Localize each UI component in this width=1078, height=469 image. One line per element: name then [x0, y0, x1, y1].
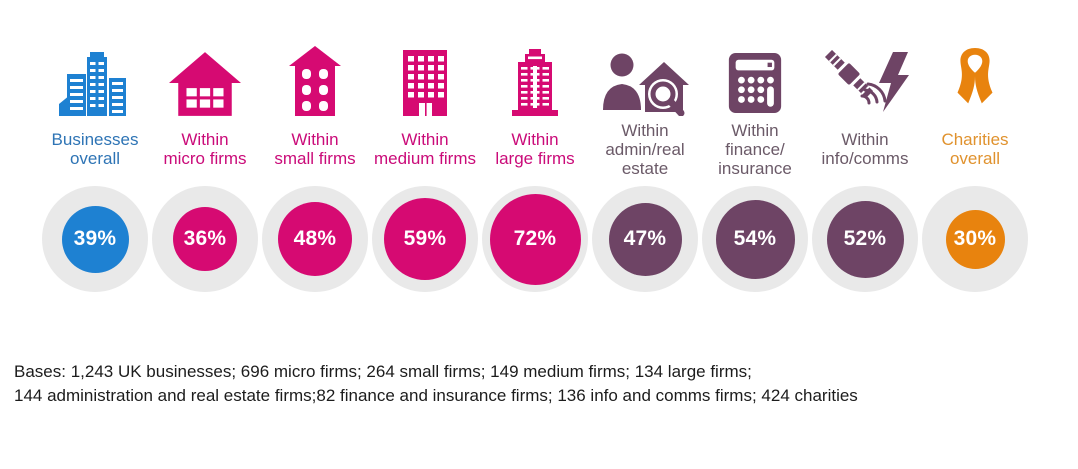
category-label: Within admin/real estate [605, 120, 685, 178]
percentage-value: 36% [183, 227, 227, 250]
percentage-circle: 39% [42, 186, 148, 292]
percentage-bubble: 59% [384, 198, 466, 280]
satellite-bolt-icon [819, 42, 911, 116]
category-column-micro-firms: Within micro firms 36% [150, 42, 260, 292]
calculator-icon [725, 42, 785, 116]
category-label: Within micro firms [163, 130, 247, 168]
category-column-finance-insurance: Within finance/ insurance 54% [700, 42, 810, 292]
percentage-circle: 59% [372, 186, 478, 292]
skyscraper-icon [506, 42, 564, 116]
percentage-circle: 72% [482, 186, 588, 292]
percentage-bubble: 52% [826, 200, 904, 278]
percentage-value: 48% [293, 227, 337, 250]
percentage-circle: 47% [592, 186, 698, 292]
percentage-value: 54% [733, 227, 777, 250]
percentage-bubble: 30% [945, 209, 1005, 269]
category-row: Businesses overall 39% Within micr [40, 42, 1030, 292]
awareness-ribbon-icon [952, 42, 998, 116]
category-column-charities-overall: Charities overall 30% [920, 42, 1030, 292]
percentage-bubble: 39% [61, 205, 129, 273]
category-column-small-firms: Within small firms 48% [260, 42, 370, 292]
percentage-value: 30% [953, 227, 997, 250]
percentage-value: 39% [73, 227, 117, 250]
category-column-info-comms: Within info/comms 52% [810, 42, 920, 292]
percentage-bubble: 36% [173, 207, 237, 271]
category-label: Within finance/ insurance [718, 120, 792, 178]
small-building-icon [288, 42, 342, 116]
category-column-large-firms: Within large firms 72% [480, 42, 590, 292]
percentage-circle: 36% [152, 186, 258, 292]
category-column-businesses-overall: Businesses overall 39% [40, 42, 150, 292]
percentage-circle: 48% [262, 186, 368, 292]
percentage-circle: 54% [702, 186, 808, 292]
percentage-bubble: 72% [489, 193, 581, 285]
category-label: Within info/comms [821, 130, 909, 168]
percentage-value: 47% [623, 227, 667, 250]
percentage-bubble: 54% [715, 199, 795, 279]
percentage-bubble: 47% [608, 202, 682, 276]
percentage-circle: 30% [922, 186, 1028, 292]
office-buildings-icon [56, 42, 134, 116]
category-label: Businesses overall [51, 130, 139, 168]
medium-building-icon [397, 42, 453, 116]
percentage-value: 72% [513, 227, 557, 250]
category-column-admin-real-estate: Within admin/real estate 47% [590, 42, 700, 292]
category-label: Within medium firms [373, 130, 476, 168]
percentage-bubble: 48% [278, 202, 352, 276]
category-label: Within large firms [495, 130, 575, 168]
person-house-magnifier-icon [600, 42, 690, 116]
percentage-value: 52% [843, 227, 887, 250]
category-label: Charities overall [941, 130, 1009, 168]
category-column-medium-firms: Within medium firms 59% [370, 42, 480, 292]
category-label: Within small firms [274, 130, 356, 168]
percentage-value: 59% [403, 227, 447, 250]
house-icon [169, 42, 241, 116]
percentage-circle: 52% [812, 186, 918, 292]
bases-note: Bases: 1,243 UK businesses; 696 micro fi… [14, 362, 858, 405]
